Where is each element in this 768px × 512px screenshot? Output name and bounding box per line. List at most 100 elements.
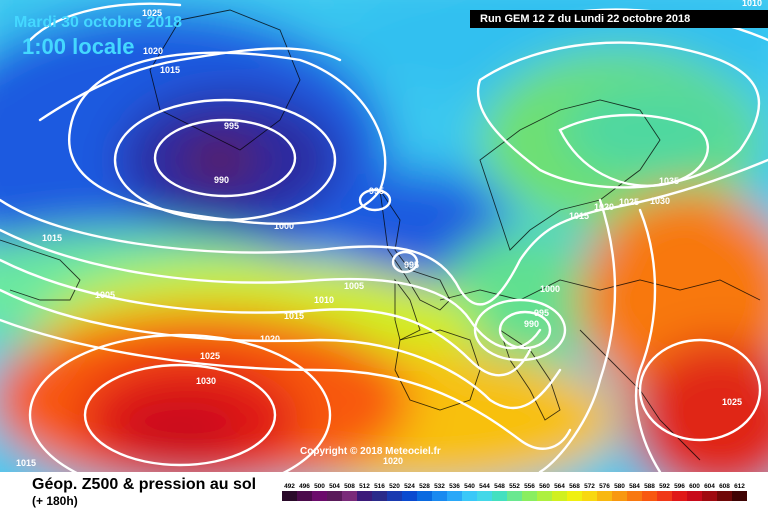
legend-swatch xyxy=(732,491,747,501)
legend-value: 592 xyxy=(659,483,670,490)
isobar-label: 990 xyxy=(214,175,229,185)
legend-value: 580 xyxy=(614,483,625,490)
legend-swatch xyxy=(447,491,462,501)
map-title: Géop. Z500 & pression au sol xyxy=(32,476,257,493)
legend-value: 560 xyxy=(539,483,550,490)
legend-swatch xyxy=(417,491,432,501)
legend-swatch xyxy=(432,491,447,501)
legend-value: 596 xyxy=(674,483,685,490)
legend-swatch xyxy=(567,491,582,501)
legend-swatch xyxy=(687,491,702,501)
legend-swatch xyxy=(372,491,387,501)
legend-value: 568 xyxy=(569,483,580,490)
forecast-hour: (+ 180h) xyxy=(32,494,78,508)
isobar-label: 995 xyxy=(404,260,419,270)
legend-value: 564 xyxy=(554,483,565,490)
isobar-label: 1015 xyxy=(160,65,180,75)
legend-swatch xyxy=(492,491,507,501)
legend-value: 504 xyxy=(329,483,340,490)
legend-value: 520 xyxy=(389,483,400,490)
legend-value: 552 xyxy=(509,483,520,490)
isobar-label: 1025 xyxy=(619,197,639,207)
legend-value: 584 xyxy=(629,483,640,490)
weather-map: 1025 1020 1015 995 990 995 1000 995 1015… xyxy=(0,0,768,472)
legend-swatch xyxy=(597,491,612,501)
legend-swatch xyxy=(552,491,567,501)
legend-value: 572 xyxy=(584,483,595,490)
model-run-label: Run GEM 12 Z du Lundi 22 octobre 2018 xyxy=(470,10,768,28)
legend-value: 492 xyxy=(284,483,295,490)
legend-swatch xyxy=(402,491,417,501)
isobar-label: 1015 xyxy=(42,233,62,243)
forecast-date: Mardi 30 octobre 2018 xyxy=(14,14,183,31)
legend-value: 496 xyxy=(299,483,310,490)
legend-swatch xyxy=(702,491,717,501)
legend-swatch xyxy=(642,491,657,501)
isobars xyxy=(0,2,768,472)
isobar-labels: 1025 1020 1015 995 990 995 1000 995 1015… xyxy=(16,0,762,468)
isobar-label: 1015 xyxy=(16,458,36,468)
isobar-label: 1005 xyxy=(95,290,115,300)
isobar-label: 1015 xyxy=(569,211,589,221)
legend-swatch xyxy=(582,491,597,501)
isobar-label: 1020 xyxy=(383,456,403,466)
map-footer: Géop. Z500 & pression au sol (+ 180h) 49… xyxy=(0,472,768,512)
isobar-label: 1010 xyxy=(314,295,334,305)
legend-value: 536 xyxy=(449,483,460,490)
legend-swatch xyxy=(522,491,537,501)
isobar-label: 1015 xyxy=(284,311,304,321)
isobar-label: 1000 xyxy=(540,284,560,294)
legend-value: 608 xyxy=(719,483,730,490)
isobar-label: 1035 xyxy=(659,176,679,186)
legend-value: 556 xyxy=(524,483,535,490)
isobar-label: 1000 xyxy=(274,221,294,231)
legend-value: 500 xyxy=(314,483,325,490)
forecast-time: 1:00 locale xyxy=(22,34,135,59)
isobar-label: 1030 xyxy=(196,376,216,386)
legend-value: 524 xyxy=(404,483,415,490)
legend-value: 540 xyxy=(464,483,475,490)
isobar-label: 990 xyxy=(524,319,539,329)
isobar-label: 1025 xyxy=(142,8,162,18)
coastlines xyxy=(0,9,761,461)
legend-swatch xyxy=(312,491,327,501)
legend-swatch xyxy=(657,491,672,501)
color-scale-legend: 492 496 500 504 508 512 516 520 524 528 532 536 540 5… xyxy=(282,483,747,501)
isobar-label: 1020 xyxy=(260,334,280,344)
isobar-label: 1020 xyxy=(143,46,163,56)
isobar-label: 1020 xyxy=(594,202,614,212)
isobar-label: 1025 xyxy=(200,351,220,361)
legend-value: 528 xyxy=(419,483,430,490)
legend-swatch xyxy=(537,491,552,501)
legend-value: 516 xyxy=(374,483,385,490)
isobar-label: 995 xyxy=(224,121,239,131)
legend-value: 532 xyxy=(434,483,445,490)
legend-value: 544 xyxy=(479,483,490,490)
legend-swatch xyxy=(717,491,732,501)
legend-value: 588 xyxy=(644,483,655,490)
legend-value: 508 xyxy=(344,483,355,490)
legend-swatch xyxy=(627,491,642,501)
isobar-label: 995 xyxy=(534,308,549,318)
legend-swatch xyxy=(297,491,312,501)
legend-swatch xyxy=(327,491,342,501)
legend-value: 612 xyxy=(734,483,745,490)
isobar-label: 1025 xyxy=(722,397,742,407)
legend-value: 600 xyxy=(689,483,700,490)
legend-swatch xyxy=(507,491,522,501)
legend-value: 512 xyxy=(359,483,370,490)
copyright-notice: Copyright © 2018 Meteociel.fr xyxy=(300,446,441,457)
legend-swatch xyxy=(462,491,477,501)
legend-value: 604 xyxy=(704,483,715,490)
legend-value: 576 xyxy=(599,483,610,490)
legend-swatch xyxy=(612,491,627,501)
legend-swatch xyxy=(282,491,297,501)
legend-swatch xyxy=(357,491,372,501)
isobar-label: 1005 xyxy=(344,281,364,291)
legend-swatch xyxy=(477,491,492,501)
legend-swatch xyxy=(342,491,357,501)
legend-swatch xyxy=(672,491,687,501)
legend-swatch xyxy=(387,491,402,501)
isobar-label: 995 xyxy=(369,186,384,196)
isobar-label: 1010 xyxy=(742,0,762,8)
